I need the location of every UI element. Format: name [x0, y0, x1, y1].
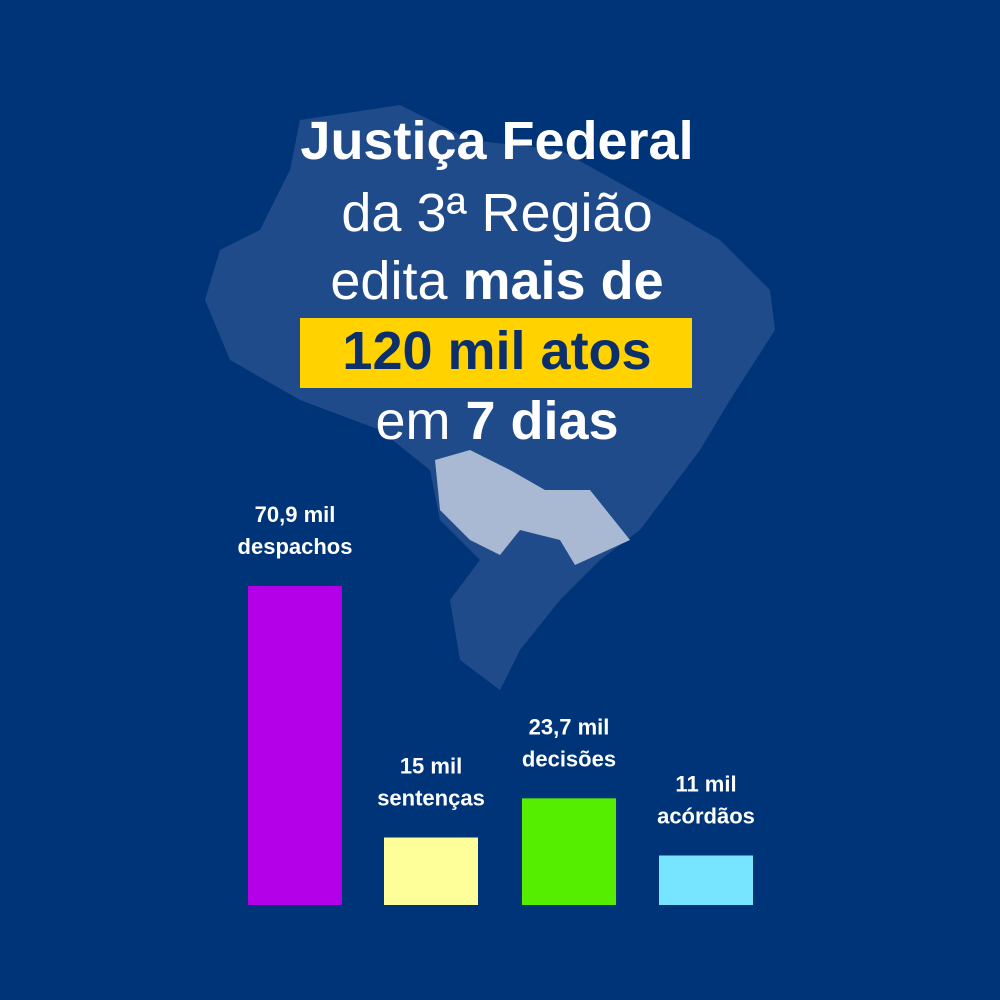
bar-chart: 70,9 mil despachos 15 mil sentenças 23,7 mil…: [238, 502, 755, 905]
title-line: Justiça Federal: [300, 111, 693, 171]
bar: [659, 855, 753, 905]
value-label: 70,9 mil: [255, 502, 336, 527]
brazil-map: [205, 105, 775, 690]
title-run: da 3ª Região: [341, 183, 652, 243]
category-label: sentenças: [377, 786, 485, 811]
category-label: despachos: [238, 534, 353, 559]
title-line: em 7 dias: [375, 391, 618, 451]
map-shape: [205, 105, 775, 690]
title-run: Justiça Federal: [300, 111, 693, 171]
value-label: 15 mil: [400, 754, 462, 779]
title-line: edita mais de: [330, 251, 663, 311]
title-highlight: [300, 318, 692, 388]
bar: [522, 798, 616, 905]
title-run: edita: [330, 251, 462, 311]
title-run: mais de: [463, 251, 664, 311]
title-line: da 3ª Região: [341, 183, 652, 243]
value-label: 11 mil: [675, 772, 736, 797]
value-label: 23,7 mil: [529, 714, 610, 739]
title-run: 120 mil atos: [342, 321, 651, 381]
title-run: em: [375, 391, 465, 451]
bar: [384, 837, 478, 905]
map-region: [435, 450, 630, 565]
title: Justiça Federal da 3ª Região edita mais de…: [300, 111, 694, 451]
category-label: decisões: [522, 746, 616, 771]
bar: [248, 585, 342, 905]
title-run: 7 dias: [465, 391, 618, 451]
category-label: acórdãos: [657, 804, 755, 829]
title-line: 120 mil atos: [342, 321, 651, 381]
